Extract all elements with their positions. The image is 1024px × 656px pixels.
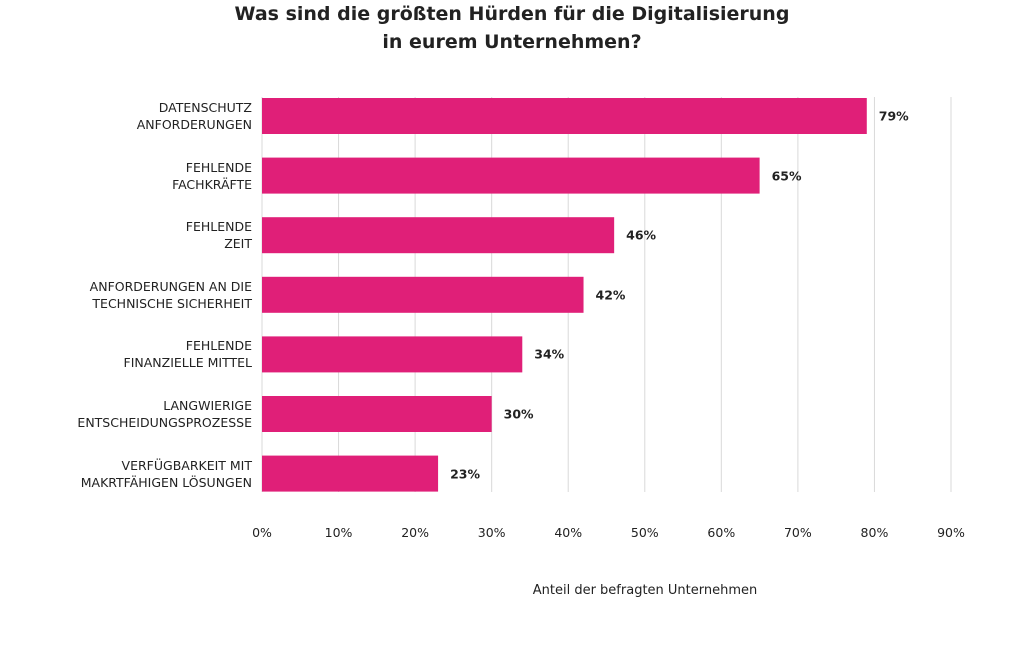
value-label: 30%: [503, 406, 534, 422]
bar: [262, 157, 760, 194]
x-tick-label: 50%: [630, 525, 659, 540]
x-tick-label: 10%: [324, 525, 353, 540]
value-label: 46%: [626, 227, 657, 243]
y-tick-label: LANGWIERIGE ENTSCHEIDUNGSPROZESSE: [77, 398, 252, 430]
value-label: 34%: [534, 346, 565, 362]
y-tick-label: FEHLENDE FACHKRÄFTE: [172, 159, 252, 192]
x-tick-label: 40%: [554, 525, 583, 540]
bar: [262, 336, 523, 373]
y-tick-label: FEHLENDE ZEIT: [185, 219, 252, 252]
y-tick-label: FEHLENDE FINANZIELLE MITTEL: [123, 338, 252, 371]
bar: [262, 396, 492, 432]
y-tick-label: ANFORDERUNGEN AN DIE TECHNISCHE SICHERHE…: [89, 278, 252, 311]
y-tick-label: VERFÜGBARKEIT MIT MAKRTFÄHIGEN LÖSUNGEN: [80, 457, 252, 490]
x-tick-label: 70%: [783, 525, 812, 540]
chart-title: Was sind die größten Hürden für die Digi…: [234, 3, 790, 53]
value-label: 65%: [771, 168, 802, 184]
x-tick-label: 20%: [401, 525, 430, 540]
x-tick-label: 60%: [707, 525, 736, 540]
value-label: 79%: [878, 108, 909, 124]
y-tick-label: DATENSCHUTZ ANFORDERUNGEN: [136, 100, 252, 132]
x-axis-label: Anteil der befragten Unternehmen: [532, 583, 758, 598]
x-tick-label: 90%: [937, 525, 965, 540]
x-tick-label: 0%: [252, 525, 272, 540]
bar: [262, 455, 439, 492]
bar: [262, 98, 867, 134]
x-tick-label: 30%: [477, 525, 506, 540]
bar: [262, 217, 615, 254]
bar: [262, 276, 584, 313]
x-tick-label: 80%: [860, 525, 889, 540]
value-label: 23%: [450, 466, 480, 482]
value-label: 42%: [595, 287, 626, 303]
